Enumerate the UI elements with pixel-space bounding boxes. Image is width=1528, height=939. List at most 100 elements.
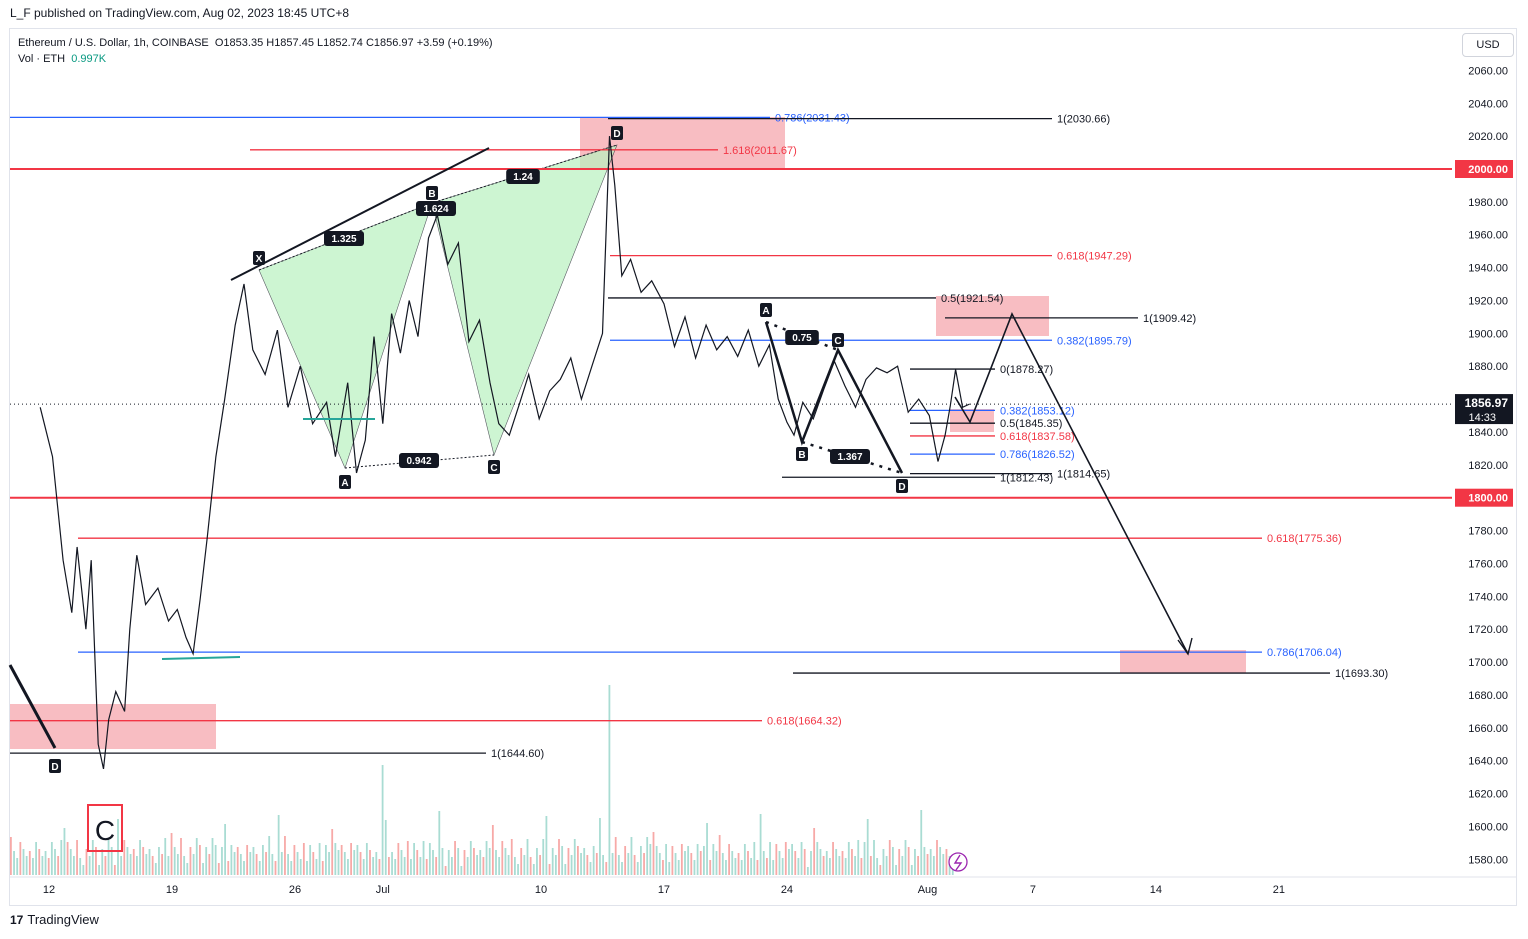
- volume-bar: [195, 838, 198, 875]
- price-series-line: [39, 136, 970, 770]
- volume-bar: [655, 846, 658, 875]
- volume-bar: [788, 849, 790, 875]
- volume-bar: [630, 837, 633, 875]
- volume-bar: [734, 858, 737, 875]
- fib-level-label: 0.618(1837.58): [1000, 431, 1075, 443]
- volume-bar: [258, 861, 261, 875]
- volume-bar: [479, 850, 482, 875]
- volume-bar: [756, 860, 759, 875]
- volume-bar: [825, 851, 828, 875]
- point-label: B: [428, 189, 435, 200]
- level-badge-label: 2000.00: [1468, 164, 1508, 176]
- volume-bar: [205, 847, 208, 875]
- volume-bar: [321, 861, 324, 875]
- fib-level-label: 0.618(1664.32): [767, 716, 842, 728]
- volume-bar: [50, 842, 53, 875]
- volume-bar: [438, 811, 441, 875]
- volume-bar: [485, 841, 488, 875]
- volume-bar: [816, 842, 819, 875]
- fib-level-label: 1(1909.42): [1143, 313, 1196, 325]
- volume-bar: [44, 851, 47, 875]
- trendline-old: [8, 664, 57, 749]
- symbol-title[interactable]: Ethereum / U.S. Dollar, 1h, COINBASE: [18, 37, 209, 49]
- x-tick-label: 14: [1150, 884, 1162, 896]
- y-tick-label: 1920.00: [1468, 295, 1508, 307]
- volume-bar: [851, 849, 853, 875]
- volume-bar: [60, 840, 63, 875]
- volume-bar: [85, 849, 88, 875]
- volume-bar: [595, 853, 598, 875]
- volume-bar: [35, 842, 37, 875]
- volume-bar: [510, 839, 513, 875]
- volume-bar: [69, 849, 72, 875]
- volume-bar: [422, 841, 425, 875]
- currency-button[interactable]: USD: [1462, 33, 1514, 57]
- volume-bar: [129, 854, 132, 875]
- footer-brand[interactable]: TradingView: [27, 912, 99, 927]
- wave-label-box: [87, 804, 123, 852]
- volume-bar: [208, 854, 211, 875]
- x-tick-label: 26: [289, 884, 301, 896]
- projection-arrow-icon: [1177, 637, 1193, 656]
- volume-bar: [605, 862, 608, 875]
- ratio-label-box: [785, 330, 819, 345]
- x-tick-label: 12: [43, 884, 55, 896]
- volume-bar: [589, 862, 592, 875]
- y-tick-label: 2040.00: [1468, 98, 1508, 110]
- volume-bar: [583, 848, 586, 875]
- lightning-bolt-icon: [953, 854, 963, 871]
- level-badge-label: 1800.00: [1468, 493, 1508, 505]
- y-tick-label: 2020.00: [1468, 131, 1508, 143]
- volume-bar: [539, 855, 541, 875]
- point-label-box: [611, 126, 623, 140]
- volume-bar: [107, 840, 110, 875]
- volume-bar: [293, 845, 296, 875]
- volume-bar: [857, 840, 860, 875]
- volume-bar: [731, 851, 734, 875]
- point-label-box: [253, 251, 265, 265]
- point-label-box: [832, 333, 844, 347]
- y-tick-label: 1880.00: [1468, 361, 1508, 373]
- volume-bar: [495, 850, 497, 875]
- volume-bar: [183, 856, 186, 875]
- point-label-box: [896, 479, 908, 493]
- y-tick-label: 1600.00: [1468, 821, 1508, 833]
- volume-bar: [239, 854, 242, 875]
- volume-bar: [284, 836, 286, 875]
- volume-bar: [684, 851, 686, 875]
- volume-bar: [482, 857, 485, 875]
- volume-bar: [892, 847, 894, 875]
- volume-bar: [680, 844, 683, 875]
- volume-bar: [910, 865, 913, 875]
- volume-bar: [444, 866, 447, 875]
- volume-bar: [863, 842, 866, 875]
- fib-level-label: 1(1644.60): [491, 748, 544, 760]
- point-label-box: [426, 186, 438, 200]
- point-label: A: [762, 306, 769, 317]
- pattern-triangle-bcd: [431, 144, 618, 456]
- volume-bar: [331, 829, 334, 875]
- volume-bar: [488, 848, 491, 875]
- volume-bar: [202, 863, 204, 875]
- volume-bar: [378, 859, 381, 875]
- volume-bar: [441, 848, 444, 875]
- volume-bar: [233, 852, 236, 875]
- volume-bar: [473, 848, 475, 875]
- point-label: A: [341, 478, 348, 489]
- fib-level-label: 0.382(1895.79): [1057, 335, 1132, 347]
- volume-bar: [662, 860, 664, 875]
- volume-bar: [879, 865, 882, 875]
- volume-bar: [154, 863, 157, 875]
- volume-bar: [882, 849, 885, 875]
- volume-bar: [706, 823, 708, 875]
- volume-bar: [929, 849, 932, 875]
- x-tick-label: 10: [535, 884, 547, 896]
- volume-bar: [762, 851, 765, 875]
- volume-bar: [835, 849, 838, 875]
- volume-bar: [142, 847, 145, 875]
- volume-bar: [677, 860, 680, 875]
- volume-bar: [98, 865, 100, 875]
- volume-bar: [917, 856, 919, 875]
- volume-bar: [243, 861, 245, 875]
